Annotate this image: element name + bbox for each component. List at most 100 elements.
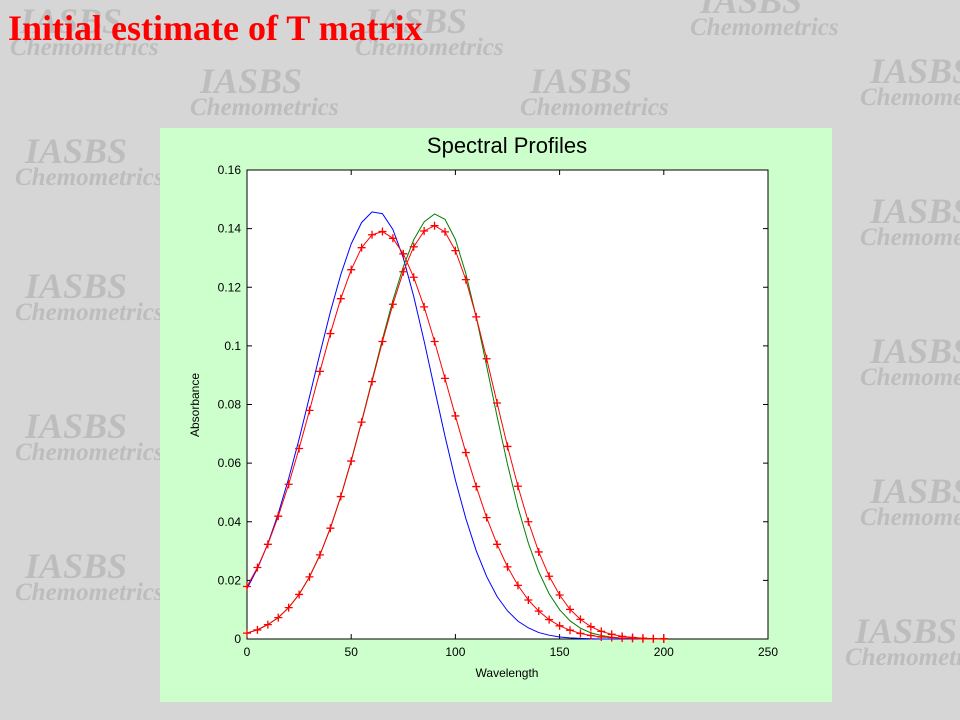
x-axis-label: Wavelength	[476, 666, 539, 680]
watermark-logo: IASBS	[199, 61, 302, 101]
data-marker	[305, 572, 314, 581]
watermark-subtitle: Chemometrics	[520, 94, 669, 121]
data-marker	[378, 337, 387, 346]
y-tick-label: 0.02	[218, 573, 242, 587]
data-marker	[638, 634, 647, 643]
series-line	[246, 211, 664, 640]
data-marker	[534, 607, 543, 616]
data-marker	[566, 605, 575, 614]
data-marker	[524, 596, 533, 605]
data-marker	[368, 377, 377, 386]
watermark-subtitle: Chemometrics	[15, 164, 164, 191]
x-tick-label: 150	[550, 645, 570, 659]
data-marker	[555, 591, 564, 600]
data-marker	[513, 581, 522, 590]
slide-title: Initial estimate of T matrix	[8, 8, 423, 48]
data-marker	[503, 442, 512, 451]
data-marker	[503, 562, 512, 571]
data-marker	[649, 634, 658, 643]
y-tick-label: 0.1	[224, 339, 241, 353]
data-marker	[430, 221, 439, 230]
data-marker	[566, 626, 575, 635]
watermark-subtitle: Chemometrics	[860, 84, 960, 111]
y-tick-label: 0.04	[218, 515, 242, 529]
watermark-subtitle: Chemometrics	[860, 224, 960, 251]
data-marker	[263, 540, 272, 549]
watermark-subtitle: Chemometrics	[845, 644, 960, 671]
watermark-logo: IASBS	[869, 331, 960, 371]
y-tick-label: 0.14	[218, 222, 242, 236]
watermark-subtitle: Chemometrics	[190, 94, 339, 121]
data-marker	[586, 622, 595, 631]
data-marker	[440, 227, 449, 236]
watermark-subtitle: Chemometrics	[15, 299, 164, 326]
data-marker	[451, 411, 460, 420]
data-marker	[388, 234, 397, 243]
data-marker	[659, 634, 668, 643]
data-marker	[399, 267, 408, 276]
data-marker	[326, 524, 335, 533]
data-marker	[618, 632, 627, 641]
data-marker	[305, 406, 314, 415]
watermark-logo: IASBS	[24, 266, 127, 306]
chart-title: Spectral Profiles	[427, 133, 587, 158]
plot-layer: 0 50 100 150 200 250 0 0.02 0.04 0.06 0.08 0.1 0.12 0…	[218, 163, 779, 659]
data-marker	[420, 226, 429, 235]
data-marker	[461, 275, 470, 284]
data-marker	[451, 246, 460, 255]
data-marker	[409, 242, 418, 251]
data-marker	[576, 615, 585, 624]
watermark-logo: IASBS	[869, 191, 960, 231]
data-marker	[472, 482, 481, 491]
data-marker	[388, 300, 397, 309]
data-marker	[545, 615, 554, 624]
data-marker	[284, 480, 293, 489]
data-marker	[357, 243, 366, 252]
watermark-logo: IASBS	[529, 61, 632, 101]
data-marker	[493, 540, 502, 549]
data-marker	[326, 329, 335, 338]
data-marker	[253, 563, 262, 572]
watermark-subtitle: Chemometrics	[860, 504, 960, 531]
y-tick-label: 0.08	[218, 398, 242, 412]
data-marker	[315, 550, 324, 559]
data-marker	[493, 399, 502, 408]
watermark-subtitle: Chemometrics	[15, 579, 164, 606]
data-marker	[357, 418, 366, 427]
data-marker	[420, 302, 429, 311]
data-marker	[513, 482, 522, 491]
data-marker	[607, 630, 616, 639]
data-marker	[347, 457, 356, 466]
data-marker	[274, 613, 283, 622]
data-marker	[263, 620, 272, 629]
data-marker	[378, 227, 387, 236]
data-marker	[399, 249, 408, 258]
watermark-logo: IASBS	[869, 51, 960, 91]
data-marker	[597, 627, 606, 636]
x-tick-label: 50	[345, 645, 359, 659]
data-marker	[555, 621, 564, 630]
y-axis-label: Absorbance	[188, 373, 202, 437]
data-marker	[524, 517, 533, 526]
y-tick-label: 0.06	[218, 456, 242, 470]
data-marker	[628, 633, 637, 642]
watermark-subtitle: Chemometrics	[15, 439, 164, 466]
y-tick-label: 0	[234, 632, 241, 646]
data-marker	[576, 629, 585, 638]
data-marker	[472, 312, 481, 321]
data-marker	[482, 354, 491, 363]
watermark-logo: IASBS	[699, 0, 802, 21]
data-marker	[440, 374, 449, 383]
data-marker	[295, 590, 304, 599]
y-tick-label: 0.16	[218, 163, 242, 177]
data-marker	[295, 444, 304, 453]
data-marker	[545, 572, 554, 581]
data-marker	[347, 265, 356, 274]
x-tick-label: 200	[654, 645, 674, 659]
watermark-logo: IASBS	[364, 1, 467, 41]
data-marker	[284, 603, 293, 612]
x-tick-label: 250	[758, 645, 778, 659]
watermark-logo: IASBS	[24, 406, 127, 446]
watermark-subtitle: Chemometrics	[355, 34, 504, 61]
watermark-logo: IASBS	[24, 546, 127, 586]
